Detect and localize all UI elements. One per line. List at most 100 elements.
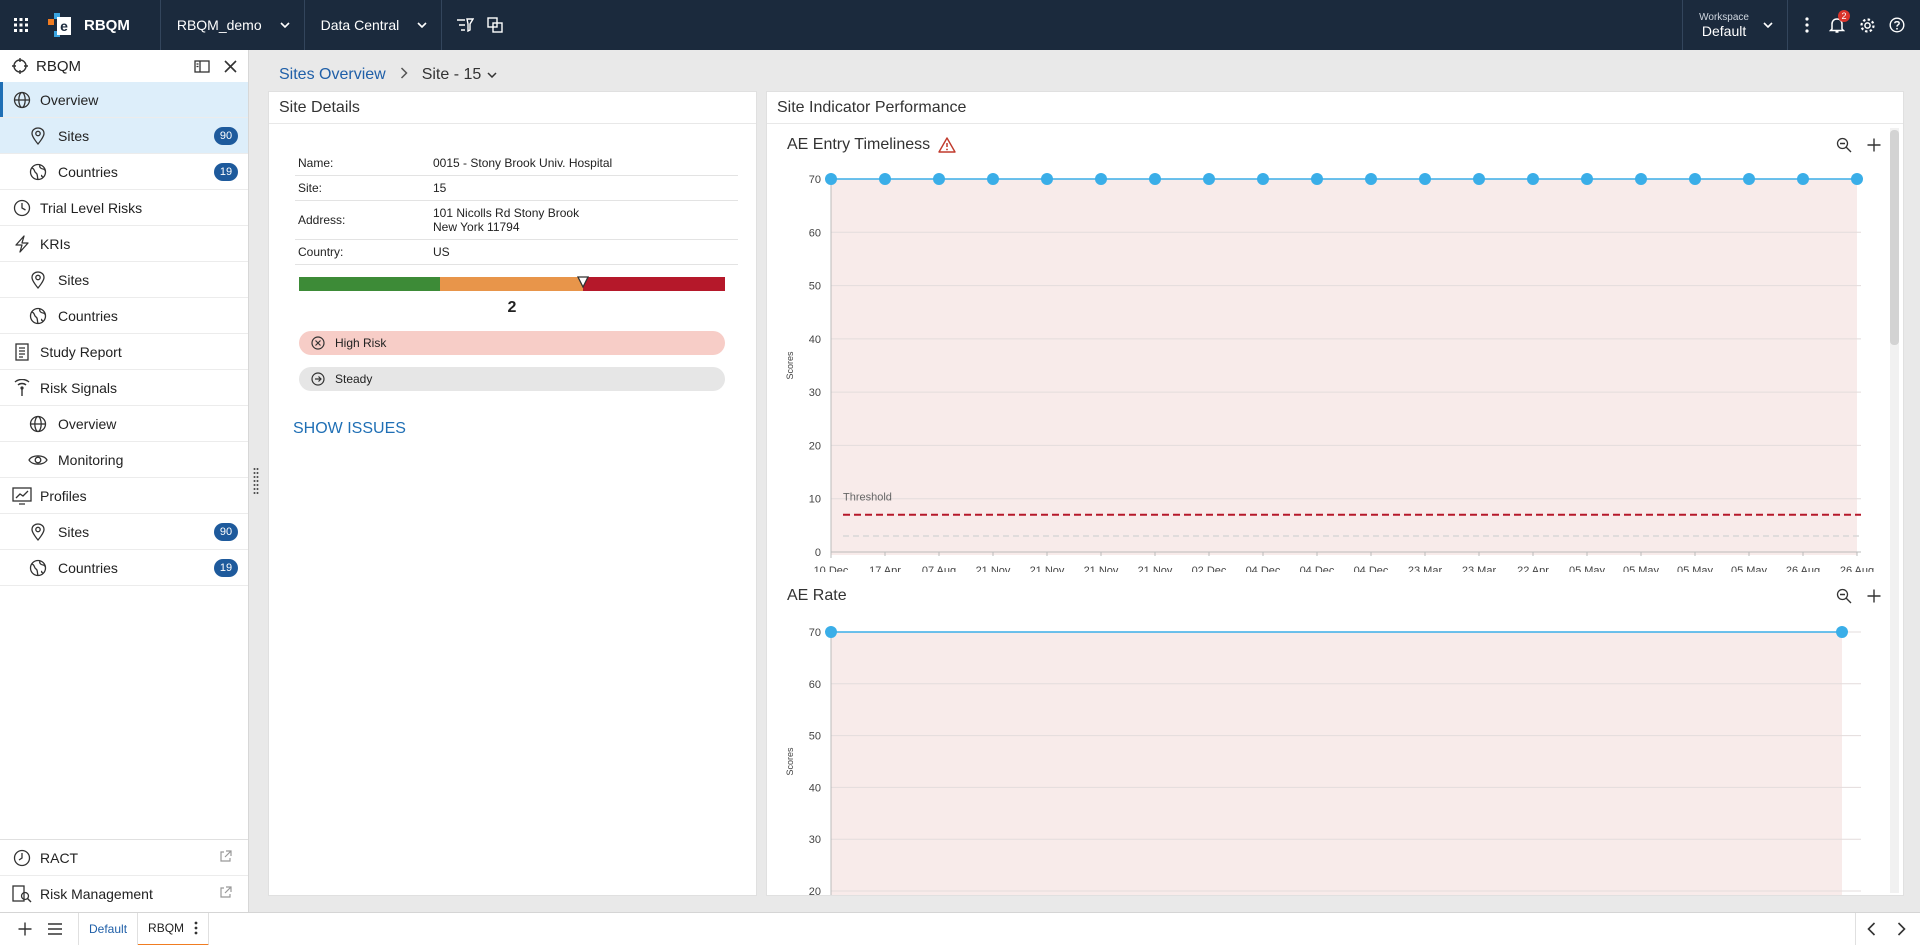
- sidebar-item-label: RACT: [40, 849, 79, 866]
- detail-key: Name:: [298, 156, 334, 170]
- sidebar-item-risk-management[interactable]: Risk Management: [0, 876, 248, 912]
- y-tick-label: 30: [809, 834, 821, 846]
- notification-count: 2: [1838, 10, 1850, 22]
- detail-value: 101 Nicolls Rd Stony Brook New York 1179…: [433, 206, 738, 234]
- add-tab-button[interactable]: [10, 913, 40, 945]
- next-tab-button[interactable]: [1886, 913, 1916, 945]
- breadcrumb-site-selector[interactable]: Site - 15: [422, 66, 498, 84]
- y-axis-label: Scores: [785, 747, 795, 776]
- sidebar-item-overview[interactable]: Overview: [0, 82, 248, 118]
- data-point: [825, 626, 837, 638]
- sidebar-item-profile-sites[interactable]: Sites 90: [0, 514, 248, 550]
- sidebar-item-kri-countries[interactable]: Countries: [0, 298, 248, 334]
- y-tick-label: 10: [809, 494, 821, 506]
- svg-text:e: e: [60, 18, 68, 34]
- y-tick-label: 60: [809, 679, 821, 691]
- scrollbar-track[interactable]: [1890, 128, 1899, 893]
- detail-row-address: Address: 101 Nicolls Rd Stony Brook New …: [295, 201, 738, 240]
- y-tick-label: 40: [809, 334, 821, 346]
- tab-list-button[interactable]: [40, 913, 70, 945]
- tab-rbqm[interactable]: RBQM: [138, 912, 210, 945]
- breadcrumb-sites-overview[interactable]: Sites Overview: [279, 66, 386, 83]
- bell-icon: [1829, 17, 1845, 33]
- add-chart-button[interactable]: [1859, 589, 1889, 603]
- add-chart-button[interactable]: [1859, 138, 1889, 152]
- plus-icon: [18, 922, 32, 936]
- data-point: [987, 173, 999, 185]
- tab-default[interactable]: Default: [78, 912, 139, 945]
- sidebar-item-monitoring[interactable]: Monitoring: [0, 442, 248, 478]
- module-selector[interactable]: Data Central: [305, 0, 442, 50]
- sidebar-item-signals-overview[interactable]: Overview: [0, 406, 248, 442]
- data-point: [1365, 173, 1377, 185]
- data-point: [1581, 173, 1593, 185]
- risk-segment-high: [583, 277, 725, 291]
- x-tick-label: 05 May: [1677, 565, 1714, 572]
- sidebar-item-profiles[interactable]: Profiles: [0, 478, 248, 514]
- y-tick-label: 40: [809, 782, 821, 794]
- sidebar-item-trial-level-risks[interactable]: Trial Level Risks: [0, 190, 248, 226]
- bottom-tab-bar: Default RBQM: [0, 912, 1920, 945]
- sidebar-item-kris[interactable]: KRIs: [0, 226, 248, 262]
- sidebar-item-profile-countries[interactable]: Countries 19: [0, 550, 248, 586]
- app-launcher-button[interactable]: [0, 0, 42, 50]
- address-line-2: New York 11794: [433, 220, 520, 234]
- arrow-right-circle-icon: [311, 372, 325, 386]
- notifications-button[interactable]: 2: [1822, 0, 1852, 50]
- location-pin-icon: [28, 126, 48, 146]
- study-selector[interactable]: RBQM_demo: [161, 0, 304, 50]
- settings-button[interactable]: [1852, 0, 1882, 50]
- zoom-out-icon: [1836, 137, 1852, 153]
- show-issues-button[interactable]: SHOW ISSUES: [293, 420, 406, 437]
- x-tick-label: 21 Nov: [976, 565, 1011, 572]
- plus-icon: [1867, 138, 1881, 152]
- warning-icon: [938, 137, 956, 153]
- help-button[interactable]: [1882, 0, 1912, 50]
- filter-button[interactable]: [450, 0, 480, 50]
- x-tick-label: 05 May: [1731, 565, 1768, 572]
- x-tick-label: 07 Aug: [922, 565, 956, 572]
- chevron-down-icon: [487, 72, 497, 78]
- sidebar-item-label: Monitoring: [58, 451, 124, 468]
- compare-button[interactable]: [480, 0, 510, 50]
- chevron-right-icon: [1897, 922, 1906, 936]
- tab-label: Default: [89, 922, 128, 936]
- sidebar-resize-handle[interactable]: [253, 467, 259, 500]
- sidebar-item-label: Overview: [58, 415, 117, 432]
- count-badge: 19: [214, 162, 238, 181]
- sidebar-item-label: Profiles: [40, 487, 87, 504]
- chevron-left-icon: [1866, 922, 1875, 936]
- sidebar-item-study-report[interactable]: Study Report: [0, 334, 248, 370]
- gear-icon: [1859, 17, 1875, 33]
- workspace-selector[interactable]: Workspace Default: [1682, 0, 1788, 50]
- sidebar-item-kri-sites[interactable]: Sites: [0, 262, 248, 298]
- sidebar-item-label: Countries: [58, 163, 118, 180]
- sidebar-item-sites[interactable]: Sites 90: [0, 118, 248, 154]
- sidebar-item-risk-signals[interactable]: Risk Signals: [0, 370, 248, 406]
- more-menu-button[interactable]: [1792, 0, 1822, 50]
- zoom-button[interactable]: [1829, 588, 1859, 604]
- top-navigation-bar: e RBQM RBQM_demo Data Central Workspace …: [0, 0, 1920, 50]
- y-tick-label: 60: [809, 227, 821, 239]
- data-point: [1203, 173, 1215, 185]
- address-line-1: 101 Nicolls Rd Stony Brook: [433, 206, 580, 220]
- app-logo[interactable]: e RBQM: [42, 0, 160, 50]
- sidebar-item-countries[interactable]: Countries 19: [0, 154, 248, 190]
- scrollbar-thumb[interactable]: [1890, 130, 1899, 345]
- zoom-button[interactable]: [1829, 137, 1859, 153]
- dock-panel-button[interactable]: [188, 59, 216, 73]
- sidebar-item-ract[interactable]: RACT: [0, 840, 248, 876]
- drag-handle-icon: [253, 468, 259, 494]
- study-name: RBQM_demo: [176, 17, 262, 33]
- previous-tab-button[interactable]: [1856, 913, 1886, 945]
- x-tick-label: 05 May: [1569, 565, 1606, 572]
- count-badge: 90: [214, 522, 238, 541]
- ae-rate-chart: 20 30 40 50 60 70 Scores: [785, 626, 1861, 895]
- close-sidebar-button[interactable]: [216, 59, 244, 73]
- x-tick-label: 26 Aug: [1786, 565, 1820, 572]
- panel-toggle-icon: [194, 59, 210, 73]
- logo-icon: e: [48, 13, 71, 37]
- more-vertical-icon[interactable]: [194, 921, 198, 935]
- data-point: [1836, 626, 1848, 638]
- chevron-down-icon: [280, 22, 290, 28]
